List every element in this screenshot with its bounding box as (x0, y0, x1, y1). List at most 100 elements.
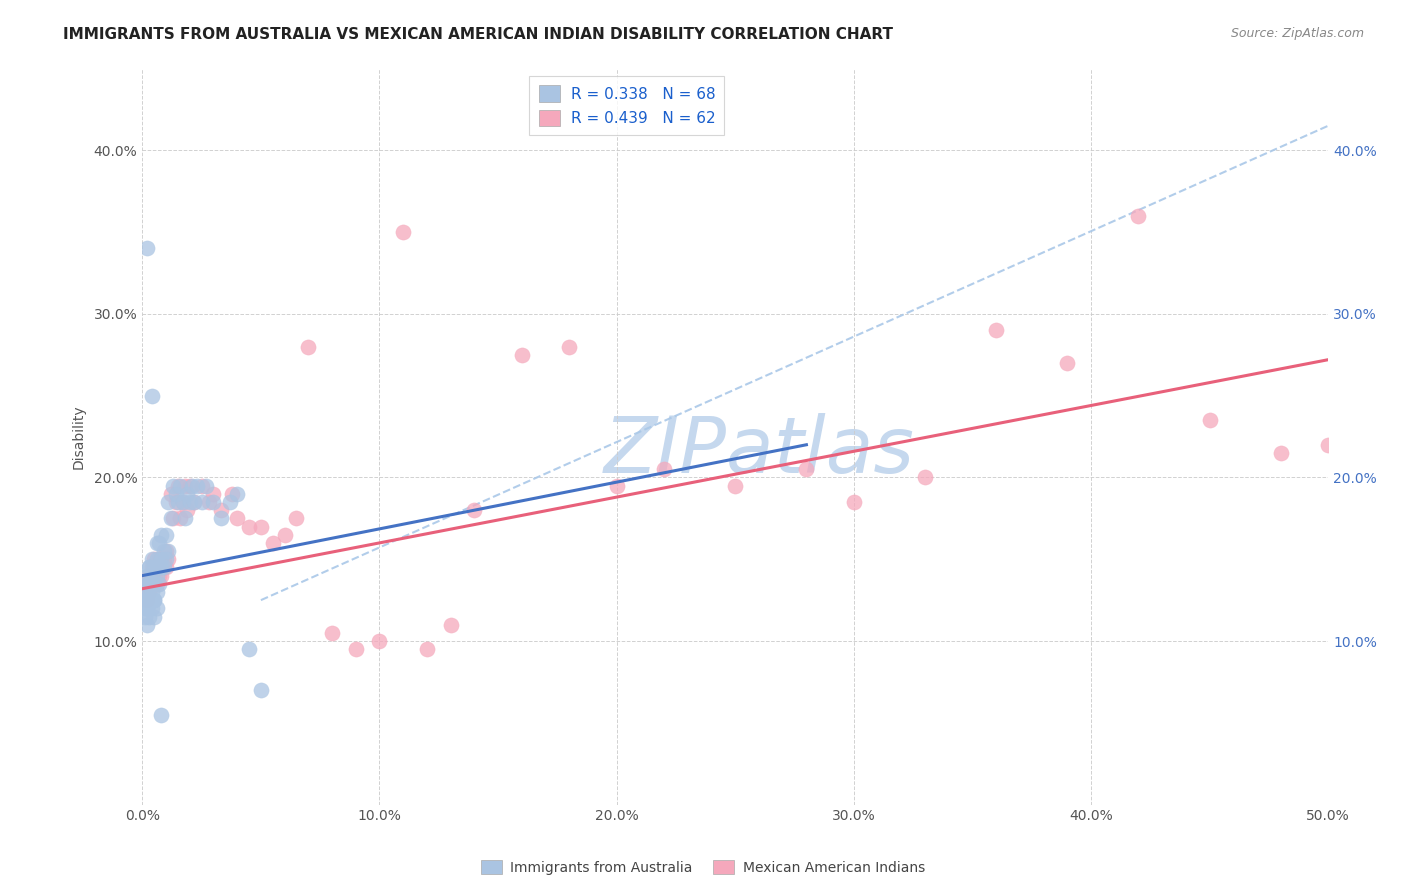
Point (219, 495, 242, 509)
Point (141, 576, 163, 591)
Point (157, 552, 180, 566)
Point (155, 560, 177, 574)
Point (138, 568, 160, 582)
Point (179, 478, 201, 492)
Point (141, 560, 163, 574)
Point (440, 617, 463, 632)
Point (167, 495, 190, 509)
Point (155, 552, 177, 566)
Point (141, 576, 163, 591)
Point (134, 585, 156, 599)
Point (1128, 209, 1150, 223)
Text: IMMIGRANTS FROM AUSTRALIA VS MEXICAN AMERICAN INDIAN DISABILITY CORRELATION CHAR: IMMIGRANTS FROM AUSTRALIA VS MEXICAN AME… (63, 27, 893, 42)
Point (724, 478, 747, 492)
Point (238, 642, 260, 657)
Point (209, 503, 232, 517)
Point (145, 568, 167, 582)
Point (250, 683, 273, 698)
Point (136, 242, 159, 256)
Point (1317, 438, 1340, 452)
Legend: Immigrants from Australia, Mexican American Indians: Immigrants from Australia, Mexican Ameri… (475, 855, 931, 880)
Point (141, 389, 163, 403)
Point (226, 487, 249, 501)
Point (155, 527, 177, 541)
Point (138, 576, 160, 591)
Point (179, 495, 201, 509)
Point (202, 487, 225, 501)
Point (172, 495, 194, 509)
Point (134, 609, 156, 624)
Point (143, 593, 166, 607)
Y-axis label: Disability: Disability (72, 404, 86, 469)
Point (138, 576, 160, 591)
Point (159, 511, 181, 525)
Point (197, 495, 219, 509)
Point (165, 495, 187, 509)
Point (138, 560, 160, 574)
Text: Source: ZipAtlas.com: Source: ZipAtlas.com (1230, 27, 1364, 40)
Point (842, 495, 865, 509)
Point (238, 519, 260, 533)
Point (165, 487, 187, 501)
Point (176, 503, 198, 517)
Point (510, 348, 533, 362)
Point (190, 495, 212, 509)
Point (136, 585, 159, 599)
Point (150, 707, 173, 722)
Point (145, 536, 167, 550)
Point (150, 552, 173, 566)
Point (183, 495, 205, 509)
Point (273, 527, 295, 541)
Point (150, 527, 173, 541)
Point (606, 478, 628, 492)
Point (297, 340, 319, 354)
Point (134, 601, 156, 615)
Point (138, 609, 160, 624)
Point (136, 593, 159, 607)
Point (143, 568, 166, 582)
Point (136, 568, 159, 582)
Point (138, 593, 160, 607)
Point (368, 634, 391, 648)
Point (159, 487, 181, 501)
Point (172, 495, 194, 509)
Point (344, 642, 367, 657)
Point (986, 323, 1008, 337)
Point (174, 478, 197, 492)
Point (463, 503, 485, 517)
Point (143, 609, 166, 624)
Text: ZIPatlas: ZIPatlas (603, 413, 914, 490)
Point (195, 478, 218, 492)
Point (152, 560, 174, 574)
Point (157, 544, 180, 558)
Point (148, 560, 170, 574)
Point (136, 601, 159, 615)
Point (150, 568, 173, 582)
Point (138, 585, 160, 599)
Point (202, 495, 225, 509)
Point (145, 552, 167, 566)
Point (157, 495, 180, 509)
Point (321, 625, 343, 640)
Point (1270, 446, 1292, 460)
Point (169, 478, 191, 492)
Point (141, 601, 163, 615)
Point (143, 552, 166, 566)
Point (392, 225, 415, 239)
Point (145, 585, 167, 599)
Point (169, 511, 191, 525)
Point (181, 478, 204, 492)
Point (148, 576, 170, 591)
Point (162, 511, 184, 525)
Point (416, 642, 439, 657)
Point (141, 593, 163, 607)
Point (796, 462, 818, 476)
Point (558, 340, 581, 354)
Point (143, 576, 166, 591)
Point (148, 536, 170, 550)
Point (162, 478, 184, 492)
Point (148, 552, 170, 566)
Point (134, 593, 156, 607)
Point (285, 511, 308, 525)
Point (136, 576, 159, 591)
